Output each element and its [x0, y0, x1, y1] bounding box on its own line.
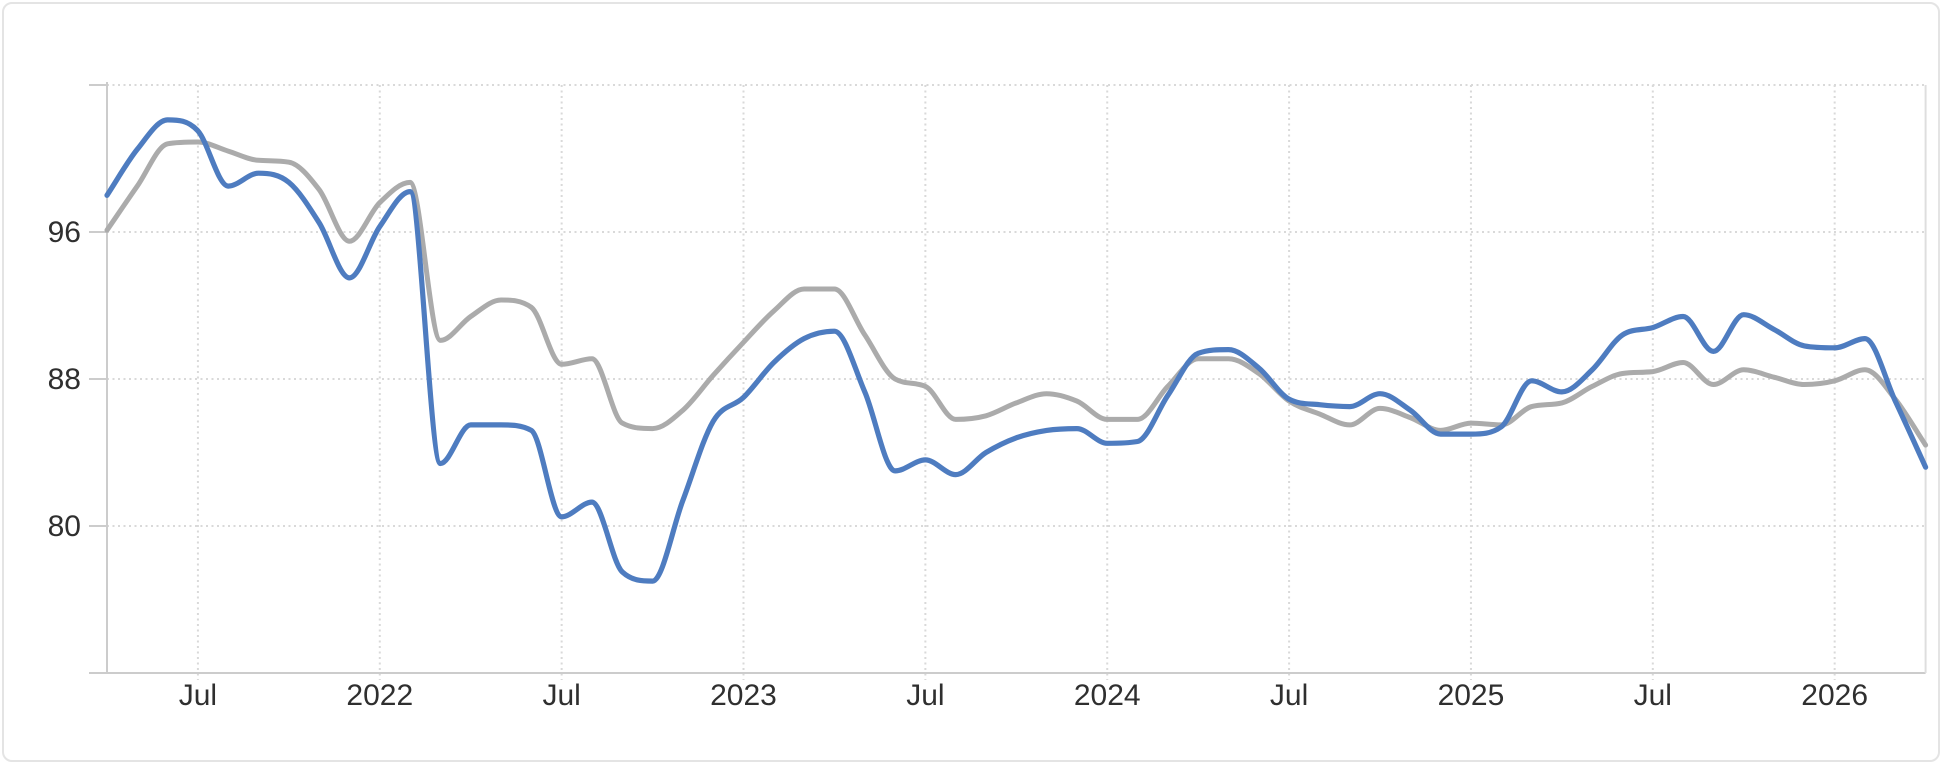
x-tick-label: 2022: [346, 679, 413, 712]
series-lines: [104, 117, 1929, 584]
y-tick-label: 96: [48, 216, 81, 249]
series-blue-series-line: [104, 117, 1929, 584]
series-gray-series-line: [104, 139, 1929, 448]
x-tick-label: 2025: [1438, 679, 1505, 712]
x-tick-label: Jul: [179, 679, 217, 712]
x-tick-label: Jul: [1270, 679, 1308, 712]
y-axis-labels: 96 88 80: [48, 216, 81, 543]
x-tick-label: 2023: [710, 679, 777, 712]
axes: [89, 82, 1927, 674]
line-chart[interactable]: 96 88 80 Jul 2022 Jul 2023 Jul 2024 Jul 2025 Jul 20…: [4, 4, 1944, 760]
y-tick-label: 88: [48, 363, 81, 396]
x-tick-label: Jul: [1634, 679, 1672, 712]
x-axis-labels: Jul 2022 Jul 2023 Jul 2024 Jul 2025 Jul 2026: [179, 679, 1868, 712]
x-tick-label: 2024: [1074, 679, 1141, 712]
x-tick-label: Jul: [542, 679, 580, 712]
gridlines: [107, 84, 1926, 680]
x-tick-label: Jul: [906, 679, 944, 712]
x-tick-label: 2026: [1801, 679, 1868, 712]
y-tick-label: 80: [48, 510, 81, 543]
